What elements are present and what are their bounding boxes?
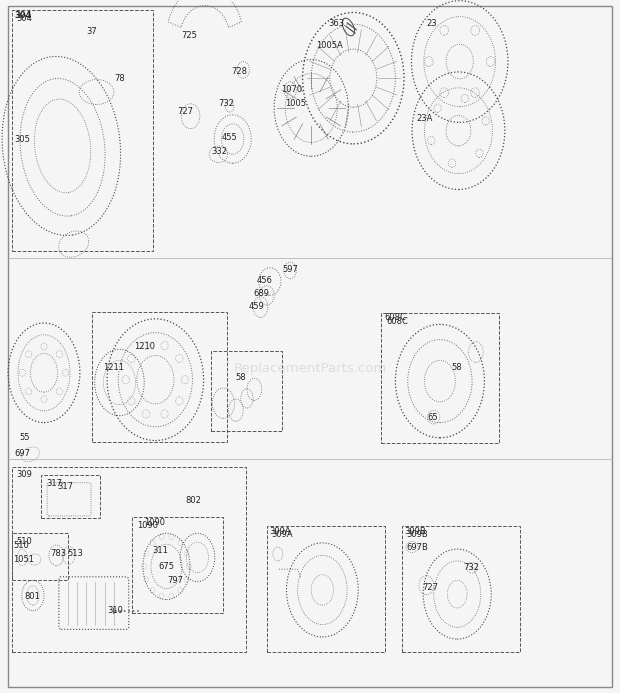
Text: 363: 363 bbox=[329, 19, 345, 28]
Text: 801: 801 bbox=[24, 593, 40, 602]
Text: 1070: 1070 bbox=[281, 85, 302, 94]
Text: 55: 55 bbox=[19, 433, 30, 442]
Text: 732: 732 bbox=[463, 563, 479, 572]
Text: 37: 37 bbox=[86, 27, 97, 36]
Bar bbox=[12, 10, 153, 251]
Text: 58: 58 bbox=[236, 373, 246, 382]
Bar bbox=[132, 518, 223, 613]
Text: 732: 732 bbox=[218, 98, 234, 107]
Text: 675: 675 bbox=[159, 562, 174, 571]
Text: 597: 597 bbox=[282, 265, 298, 274]
Text: 797: 797 bbox=[168, 576, 184, 585]
Text: 309: 309 bbox=[17, 471, 33, 480]
Text: 317: 317 bbox=[58, 482, 74, 491]
Text: 510: 510 bbox=[17, 536, 32, 545]
Text: 1090: 1090 bbox=[137, 520, 157, 529]
Bar bbox=[211, 351, 282, 431]
Text: ReplacementParts.com: ReplacementParts.com bbox=[233, 362, 387, 375]
Text: 459: 459 bbox=[248, 302, 264, 311]
Text: 305: 305 bbox=[14, 134, 30, 143]
Text: 332: 332 bbox=[211, 147, 227, 156]
Text: 1005A: 1005A bbox=[316, 41, 343, 50]
Text: 311: 311 bbox=[153, 546, 168, 555]
Bar bbox=[402, 526, 520, 652]
Text: 697: 697 bbox=[14, 449, 30, 458]
Text: 608C: 608C bbox=[386, 317, 408, 326]
Text: 1005: 1005 bbox=[285, 98, 306, 107]
Text: 309B: 309B bbox=[407, 529, 428, 538]
Bar bbox=[12, 533, 68, 580]
Text: 608C: 608C bbox=[384, 313, 406, 322]
Text: 23: 23 bbox=[427, 19, 437, 28]
Text: 65: 65 bbox=[428, 412, 438, 421]
Text: 58: 58 bbox=[451, 362, 462, 371]
Text: 728: 728 bbox=[231, 67, 247, 76]
Text: 783: 783 bbox=[50, 550, 66, 559]
Text: 802: 802 bbox=[185, 495, 201, 505]
Text: 727: 727 bbox=[177, 107, 193, 116]
Text: 725: 725 bbox=[181, 30, 197, 40]
Text: 1211: 1211 bbox=[103, 362, 124, 371]
Text: 309A: 309A bbox=[272, 529, 293, 538]
Text: 697B: 697B bbox=[406, 543, 428, 552]
Text: 727: 727 bbox=[423, 583, 438, 592]
Text: 689: 689 bbox=[253, 289, 269, 298]
Text: 309A: 309A bbox=[269, 527, 291, 536]
Bar bbox=[41, 475, 100, 518]
Text: 455: 455 bbox=[221, 133, 237, 142]
Text: 1051: 1051 bbox=[13, 555, 34, 564]
Bar bbox=[381, 313, 498, 444]
Text: 304: 304 bbox=[14, 11, 32, 20]
Text: 317: 317 bbox=[46, 479, 62, 488]
Text: 1090: 1090 bbox=[144, 518, 165, 527]
Text: 510: 510 bbox=[13, 541, 29, 550]
Text: 1210: 1210 bbox=[134, 342, 155, 351]
Text: 309B: 309B bbox=[404, 527, 426, 536]
Text: 456: 456 bbox=[256, 276, 272, 285]
Text: 513: 513 bbox=[68, 550, 83, 559]
Text: 304: 304 bbox=[17, 14, 33, 23]
Bar bbox=[12, 467, 246, 652]
Bar bbox=[267, 526, 386, 652]
Text: 310: 310 bbox=[107, 606, 123, 615]
Text: 23A: 23A bbox=[417, 114, 433, 123]
Text: 78: 78 bbox=[114, 74, 125, 83]
Bar bbox=[92, 312, 227, 442]
